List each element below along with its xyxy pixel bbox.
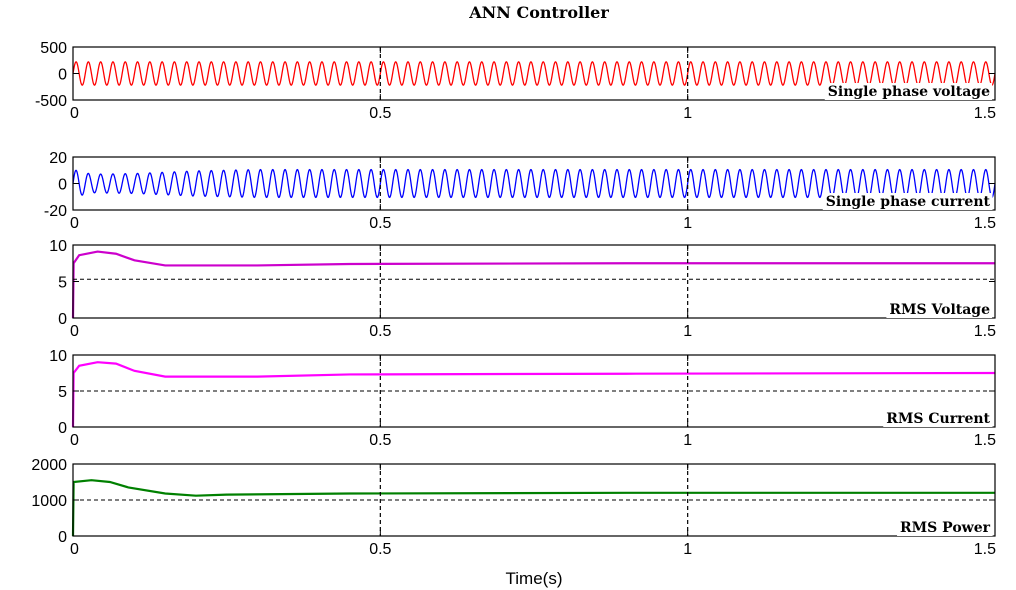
rms_current-ytick-label: 10	[49, 348, 67, 365]
rms_current-ytick-label: 5	[58, 384, 67, 401]
rms_power-xtick-label: 0	[70, 541, 79, 558]
voltage-xtick-label: 1.5	[974, 105, 996, 122]
rms_power-series-line	[71, 479, 995, 537]
voltage-ytick-label: 500	[40, 40, 67, 57]
rms_voltage-xtick-label: 0	[70, 323, 79, 340]
rms_voltage-ytick-label: 0	[58, 311, 67, 328]
subplot-rms_voltage: 10 5 00 0.5 1 1.5 RMS Voltage	[49, 238, 996, 340]
rms_power-xtick-label: 1.5	[974, 541, 996, 558]
rms_voltage-xtick-label: 1	[683, 323, 692, 340]
rms_power-xtick-label: 1	[683, 541, 692, 558]
rms_current-xtick-label: 0	[70, 432, 79, 449]
rms_current-xtick-label: 0.5	[369, 432, 391, 449]
voltage-xtick-label: 0.5	[369, 105, 391, 122]
rms_power-ytick-label: 0	[58, 529, 67, 546]
voltage-ytick-label: -500	[35, 93, 67, 110]
voltage-ytick-label: 0	[58, 67, 67, 84]
current-subplot-label: Single phase current	[826, 194, 991, 210]
current-subplot-label-bg	[822, 193, 993, 210]
rms_power-axes-box	[72, 463, 996, 537]
rms_voltage-ytick-label: 10	[49, 238, 67, 255]
voltage-series-line	[72, 61, 996, 86]
current-ytick-label: 20	[49, 150, 67, 167]
rms_current-ytick-label: 0	[58, 420, 67, 437]
rms_power-subplot-label-bg	[897, 519, 993, 536]
rms_power-ytick-label: 2000	[31, 457, 67, 474]
current-series-line	[72, 168, 996, 199]
voltage-xtick-label: 0	[70, 105, 79, 122]
rms_current-subplot-label-bg	[883, 410, 993, 427]
current-xtick-label: 1	[683, 215, 692, 232]
rms_current-xtick-label: 1.5	[974, 432, 996, 449]
rms_power-subplot-label: RMS Power	[900, 520, 991, 536]
x-axis-label: Time(s)	[506, 569, 563, 588]
current-xtick-label: 0	[70, 215, 79, 232]
rms_voltage-xtick-label: 0.5	[369, 323, 391, 340]
voltage-subplot-label: Single phase voltage	[828, 84, 990, 100]
rms_voltage-ytick-label: 5	[58, 275, 67, 292]
voltage-subplot-label-bg	[824, 83, 993, 100]
rms_voltage-xtick-label: 1.5	[974, 323, 996, 340]
subplot-rms_current: 10 5 00 0.5 1 1.5 RMS Current	[49, 348, 996, 449]
current-ytick-label: 0	[58, 177, 67, 194]
rms_current-xtick-label: 1	[683, 432, 692, 449]
rms_power-xtick-label: 0.5	[369, 541, 391, 558]
rms_voltage-axes-box	[72, 244, 996, 319]
current-ytick-label: -20	[44, 203, 67, 220]
rms_voltage-subplot-label-bg	[886, 301, 993, 318]
subplot-rms_power: 2000 1000 00 0.5 1 1.5 RMS Power	[31, 457, 996, 558]
rms_voltage-subplot-label: RMS Voltage	[889, 302, 990, 318]
rms_current-subplot-label: RMS Current	[886, 411, 990, 427]
current-xtick-label: 0.5	[369, 215, 391, 232]
rms_voltage-series-line	[71, 250, 995, 319]
rms_current-axes-box	[72, 354, 996, 428]
rms_power-ytick-label: 1000	[31, 493, 67, 510]
chart-title: ANN Controller	[468, 3, 609, 22]
voltage-xtick-label: 1	[683, 105, 692, 122]
current-xtick-label: 1.5	[974, 215, 996, 232]
rms_current-series-line	[71, 361, 996, 428]
